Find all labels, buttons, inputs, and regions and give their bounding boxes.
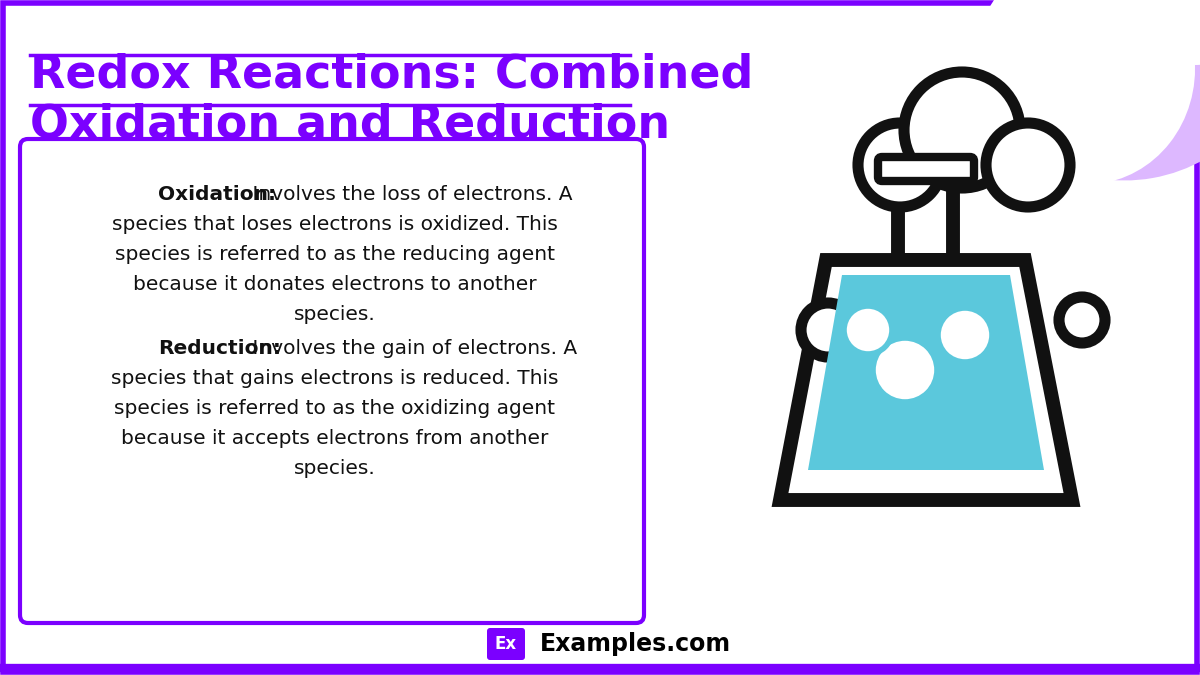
Text: species is referred to as the oxidizing agent: species is referred to as the oxidizing … bbox=[114, 399, 556, 418]
Text: Examples.com: Examples.com bbox=[540, 632, 731, 656]
Text: Redox Reactions: Combined: Redox Reactions: Combined bbox=[30, 53, 754, 98]
Text: Oxidation and Reduction: Oxidation and Reduction bbox=[30, 103, 670, 148]
FancyBboxPatch shape bbox=[20, 139, 644, 623]
Circle shape bbox=[874, 338, 937, 402]
Text: Ex: Ex bbox=[494, 635, 517, 653]
Text: species.: species. bbox=[294, 305, 376, 324]
Text: species is referred to as the reducing agent: species is referred to as the reducing a… bbox=[115, 245, 554, 264]
Circle shape bbox=[938, 308, 992, 362]
Text: species that loses electrons is oxidized. This: species that loses electrons is oxidized… bbox=[112, 215, 558, 234]
Ellipse shape bbox=[1135, 0, 1200, 65]
Circle shape bbox=[904, 72, 1020, 188]
Ellipse shape bbox=[974, 0, 1195, 184]
FancyBboxPatch shape bbox=[898, 170, 953, 260]
Circle shape bbox=[802, 303, 854, 357]
Polygon shape bbox=[808, 275, 1044, 470]
FancyBboxPatch shape bbox=[2, 3, 1198, 672]
Circle shape bbox=[858, 123, 942, 207]
Ellipse shape bbox=[985, 0, 1200, 180]
Circle shape bbox=[844, 306, 892, 354]
Text: species that gains electrons is reduced. This: species that gains electrons is reduced.… bbox=[112, 369, 559, 388]
FancyBboxPatch shape bbox=[487, 628, 526, 660]
Text: Involves the gain of electrons. A: Involves the gain of electrons. A bbox=[246, 339, 577, 358]
Text: species.: species. bbox=[294, 459, 376, 478]
Circle shape bbox=[1060, 297, 1105, 343]
Text: Oxidation:: Oxidation: bbox=[158, 185, 276, 204]
Text: Involves the loss of electrons. A: Involves the loss of electrons. A bbox=[246, 185, 572, 204]
Circle shape bbox=[986, 123, 1070, 207]
Polygon shape bbox=[780, 260, 1072, 500]
Text: because it donates electrons to another: because it donates electrons to another bbox=[133, 275, 536, 294]
Text: Reduction:: Reduction: bbox=[158, 339, 281, 358]
Text: because it accepts electrons from another: because it accepts electrons from anothe… bbox=[121, 429, 548, 448]
FancyBboxPatch shape bbox=[878, 157, 974, 181]
